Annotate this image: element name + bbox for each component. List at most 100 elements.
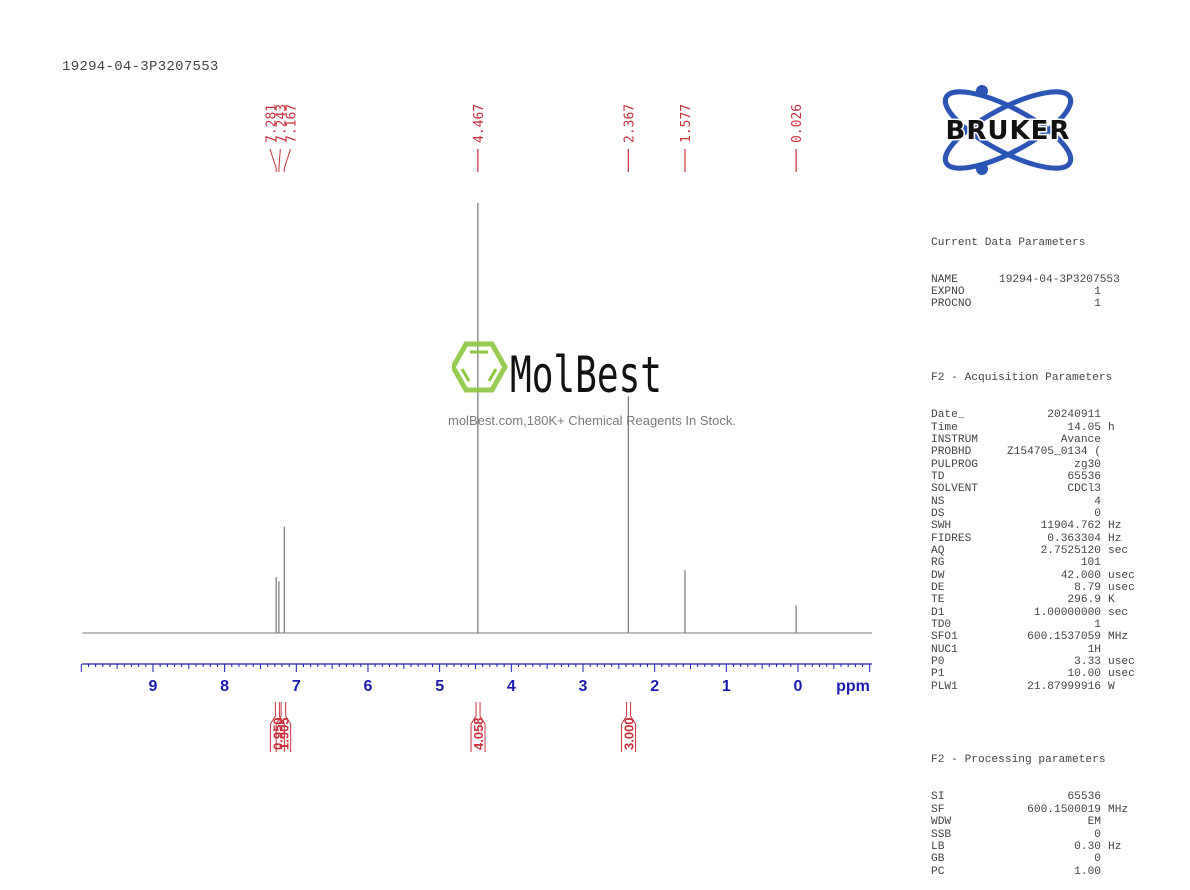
param-unit: Hz bbox=[1108, 532, 1122, 545]
x-tick-label: 9 bbox=[149, 678, 158, 695]
param-unit bbox=[1101, 791, 1108, 803]
param-value: 0.30 bbox=[1074, 840, 1101, 853]
x-tick-label: 2 bbox=[650, 678, 659, 695]
param-value: 1 bbox=[1094, 298, 1101, 311]
param-value: 600.1500019 bbox=[1027, 803, 1101, 816]
param-key: SOLVENT bbox=[931, 483, 978, 496]
param-value: 14.05 bbox=[1067, 421, 1101, 434]
peak-label: 0.026 bbox=[790, 104, 805, 143]
param-key: TD0 bbox=[931, 619, 952, 631]
peak-label-connector bbox=[278, 149, 281, 172]
param-key: FIDRES bbox=[931, 532, 972, 545]
acquisition-params-heading: F2 - Acquisition Parameters bbox=[931, 372, 1113, 385]
integral-region: 0.950 bbox=[269, 702, 285, 752]
peak-label: 1.577 bbox=[679, 104, 694, 143]
param-unit bbox=[1101, 557, 1108, 569]
param-row: TE 296.9 K bbox=[931, 594, 1135, 606]
param-value: 8.79 bbox=[1074, 581, 1101, 594]
param-key: GB bbox=[931, 853, 945, 866]
param-row: PROCNO 1 bbox=[931, 298, 1135, 310]
orbit-ring-icon bbox=[942, 89, 1074, 171]
param-row: INSTRUM Avance bbox=[931, 434, 1135, 446]
param-value: 2.7525120 bbox=[1040, 544, 1101, 557]
param-value: 1 bbox=[1094, 286, 1101, 299]
param-value: 4 bbox=[1094, 495, 1101, 508]
param-row: P0 3.33 usec bbox=[931, 656, 1135, 668]
x-tick-label: 1 bbox=[722, 678, 731, 695]
param-unit bbox=[1101, 619, 1108, 631]
param-value: 19294-04-3P3207553 bbox=[999, 273, 1120, 286]
param-value: 3.33 bbox=[1074, 656, 1101, 669]
param-unit bbox=[1101, 459, 1108, 471]
param-key: PROCNO bbox=[931, 298, 972, 311]
param-key: RG bbox=[931, 557, 945, 570]
sample-title: 19294-04-3P3207553 bbox=[62, 59, 219, 75]
param-key: SF bbox=[931, 803, 945, 816]
param-value: 11904.762 bbox=[1040, 520, 1101, 533]
param-row: LB 0.30 Hz bbox=[931, 841, 1135, 853]
param-value: 1.00000000 bbox=[1033, 606, 1101, 619]
param-row: TD0 1 bbox=[931, 619, 1135, 631]
benzene-ring-icon bbox=[452, 341, 508, 393]
bruker-wordmark: BRUKER bbox=[946, 116, 1071, 146]
peak-label: 7.167 bbox=[284, 104, 299, 143]
param-unit: usec bbox=[1108, 668, 1135, 681]
param-key: TD bbox=[931, 470, 945, 483]
param-unit: MHz bbox=[1108, 631, 1129, 644]
param-key: DS bbox=[931, 507, 945, 520]
current-params-heading: Current Data Parameters bbox=[931, 236, 1086, 249]
param-row: PULPROG zg30 bbox=[931, 459, 1135, 471]
param-unit bbox=[1101, 471, 1108, 483]
integral-bracket bbox=[630, 702, 637, 752]
param-row: P1 10.00 usec bbox=[931, 668, 1135, 680]
param-value: 10.00 bbox=[1067, 668, 1101, 681]
integral-region: 3.000 bbox=[621, 702, 637, 752]
acquisition-params-list: Date_ 20240911 Time 14.05 h INSTRUM Avance PROB… bbox=[931, 409, 1135, 693]
param-key: NUC1 bbox=[931, 643, 958, 656]
integral-bracket bbox=[470, 702, 477, 752]
param-key: SWH bbox=[931, 520, 952, 533]
integral-region: 1.905 bbox=[275, 702, 291, 752]
param-value: 600.1537059 bbox=[1027, 631, 1101, 644]
param-value: 1 bbox=[1094, 619, 1101, 631]
param-key: PLW1 bbox=[931, 680, 958, 693]
param-unit: usec bbox=[1108, 581, 1135, 594]
param-unit bbox=[1101, 866, 1108, 878]
param-key: DE bbox=[931, 581, 945, 594]
param-row: TD 65536 bbox=[931, 471, 1135, 483]
integral-bracket bbox=[275, 702, 282, 752]
x-axis-label: ppm bbox=[836, 678, 870, 695]
integral-region: 4.058 bbox=[470, 702, 486, 752]
param-key: NAME bbox=[931, 273, 958, 286]
x-tick-label: 6 bbox=[364, 678, 373, 695]
param-key: TE bbox=[931, 594, 945, 607]
param-row: EXPNO 1 bbox=[931, 286, 1135, 298]
param-key: P1 bbox=[931, 668, 945, 681]
param-value: 296.9 bbox=[1067, 594, 1101, 607]
param-unit: W bbox=[1108, 680, 1115, 693]
integral-value: 3.000 bbox=[622, 717, 637, 750]
param-value: 42.000 bbox=[1060, 569, 1101, 582]
param-unit: usec bbox=[1108, 569, 1135, 582]
x-tick-label: 3 bbox=[579, 678, 588, 695]
param-row: NAME 19294-04-3P3207553 bbox=[931, 274, 1135, 286]
param-unit bbox=[1101, 816, 1108, 828]
molbest-brand-text: MolBest bbox=[510, 346, 662, 398]
watermark-tagline: molBest.com,180K+ Chemical Reagents In S… bbox=[448, 413, 736, 428]
param-row: Date_ 20240911 bbox=[931, 409, 1135, 421]
param-row: NUC1 1H bbox=[931, 644, 1135, 656]
param-key: PROBHD bbox=[931, 446, 972, 459]
param-row: SSB 0 bbox=[931, 829, 1135, 841]
peak-label-connector bbox=[283, 149, 291, 172]
param-row: SOLVENT CDCl3 bbox=[931, 483, 1135, 495]
integral-bracket bbox=[479, 702, 486, 752]
param-unit bbox=[1101, 508, 1108, 520]
param-unit: K bbox=[1108, 594, 1115, 607]
param-unit bbox=[1101, 644, 1108, 656]
param-row: DE 8.79 usec bbox=[931, 582, 1135, 594]
param-value: CDCl3 bbox=[1067, 483, 1101, 496]
param-value: Avance bbox=[1060, 433, 1101, 446]
param-value: 1H bbox=[1087, 643, 1101, 656]
param-row: PC 1.00 bbox=[931, 866, 1135, 878]
x-tick-label: 7 bbox=[292, 678, 301, 695]
